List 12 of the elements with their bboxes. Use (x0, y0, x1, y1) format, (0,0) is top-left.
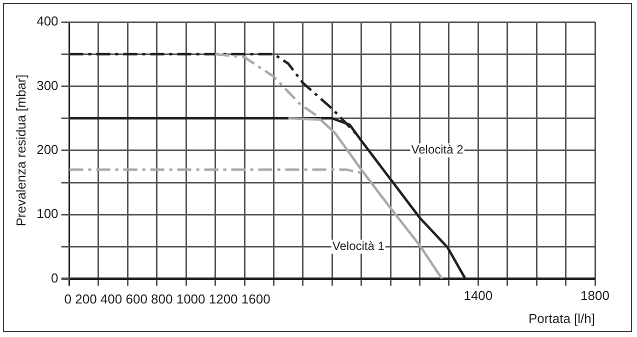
y-tick-label: 300 (36, 78, 58, 93)
x-axis-title: Portata [l/h] (528, 310, 595, 326)
x-tick-label: 1400 (464, 288, 493, 304)
y-tick-label: 0 (51, 270, 58, 286)
x-tick-label: 1800 (580, 288, 610, 304)
y-tick-label: 400 (36, 14, 58, 29)
y-tick-label: 100 (36, 206, 58, 222)
annotation: Velocità 2 (411, 142, 464, 157)
y-tick-label: 200 (36, 142, 58, 157)
text: 0 200 400 600 800 1000 1200 1600 (64, 291, 270, 306)
y-axis-title: Prevalenza residua [mbar] (13, 74, 28, 226)
annotation: Velocità 1 (332, 239, 385, 254)
